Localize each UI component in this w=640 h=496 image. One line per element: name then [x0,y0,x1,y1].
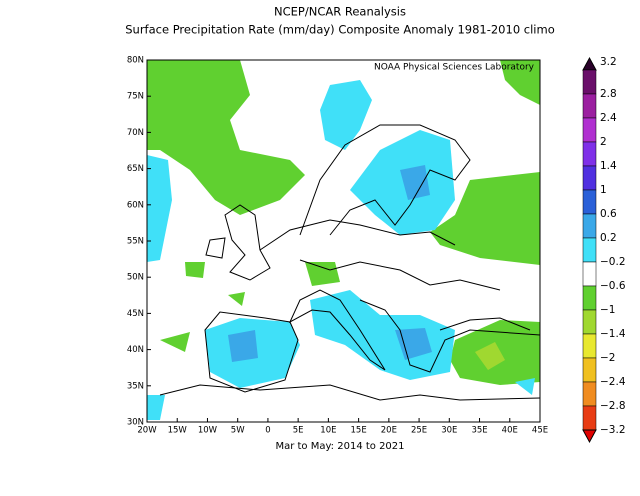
colorbar-label: 2.4 [600,112,617,124]
colorbar-bin [582,213,597,239]
lon-label: 20W [137,426,157,436]
colorbar-label: 0.2 [600,232,617,244]
colorbar-bin [582,333,597,359]
lon-label: 5E [293,426,304,436]
colorbar-bin [582,261,597,287]
colorbar-bin [582,69,597,95]
colorbar-bin [582,309,597,335]
lon-label: 20E [381,426,397,436]
colorbar-label: 3.2 [600,56,617,68]
colorbar-label: 1 [600,184,607,196]
colorbar-arrow-bottom [582,429,597,444]
colorbar-bin [582,165,597,191]
colorbar-label: −3.2 [600,424,626,436]
colorbar-label: −2.8 [600,400,626,412]
lon-label: 15E [351,426,367,436]
colorbar-arrow-top [582,56,597,71]
lat-label: 40N [127,345,144,355]
lat-label: 55N [127,237,144,247]
colorbar-label: −0.6 [600,280,626,292]
colorbar-bin [582,381,597,407]
colorbar-label: −0.2 [600,256,626,268]
colorbar-label: −1.4 [600,328,626,340]
colorbar-bin [582,141,597,167]
lon-label: 30E [441,426,457,436]
lon-label: 5W [231,426,245,436]
lon-label: 0 [265,426,270,436]
lat-label: 70N [127,128,144,138]
coastlines [159,124,540,401]
colorbar-label: −2 [600,352,615,364]
colorbar-bin [582,405,597,431]
colorbar-label: 2.8 [600,88,617,100]
credit: NOAA Physical Sciences Laboratory [374,63,535,73]
lat-label: 60N [127,200,144,210]
lon-label: 45E [532,426,548,436]
lon-label: 10W [198,426,218,436]
lat-label: 50N [127,273,144,283]
lon-label: 10E [320,426,336,436]
lon-label: 25E [411,426,427,436]
lon-label: 15W [168,426,188,436]
colorbar-label: −1 [600,304,615,316]
colorbar-bin [582,285,597,311]
subtitle: Surface Precipitation Rate (mm/day) Comp… [125,23,555,37]
lat-label: 80N [127,56,144,66]
lat-label: 75N [127,92,144,102]
colorbar-label: 1.4 [600,160,617,172]
colorbar-label: 0.6 [600,208,617,220]
lat-label: 45N [127,309,144,319]
colorbar-label: 2 [600,136,607,148]
footer: Mar to May: 2014 to 2021 [275,441,404,452]
colorbar-bin [582,189,597,215]
lat-label: 35N [127,381,144,391]
lat-label: 65N [127,164,144,174]
colorbar-bin [582,357,597,383]
lon-label: 40E [502,426,518,436]
colorbar-label: −2.4 [600,376,626,388]
colorbar-bin [582,93,597,119]
lat-label: 30N [127,418,144,428]
colorbar-bin [582,117,597,143]
title: NCEP/NCAR Reanalysis [274,5,406,19]
anomaly-field [147,60,540,420]
lon-label: 35E [471,426,487,436]
colorbar-bin [582,237,597,263]
